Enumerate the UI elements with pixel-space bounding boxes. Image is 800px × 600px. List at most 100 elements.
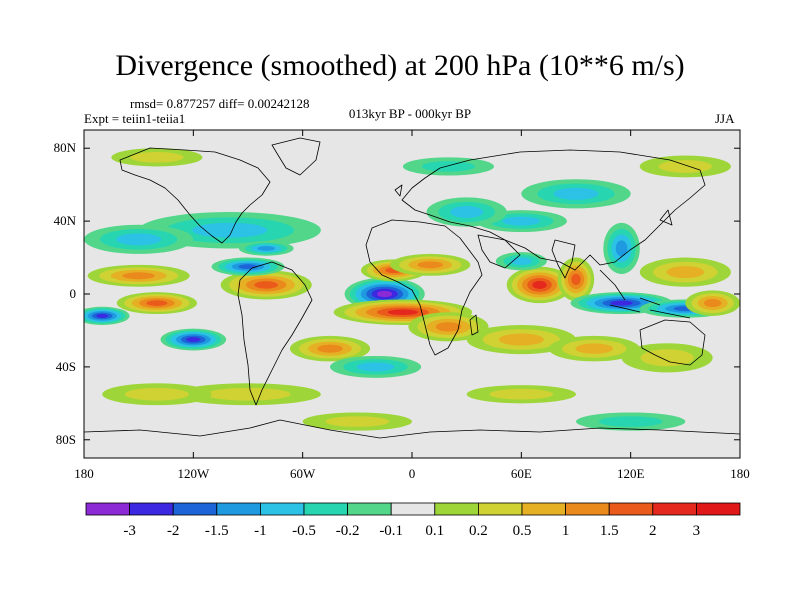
x-tick-label: 180	[74, 466, 94, 481]
divergence-feature	[603, 222, 640, 274]
coastline-south-america	[237, 261, 313, 406]
x-axis: 180 120W 60W 0 60E 120E 180	[74, 130, 750, 481]
divergence-feature	[548, 335, 640, 362]
divergence-contours	[84, 148, 740, 431]
contour-level	[96, 313, 109, 318]
contour-level	[122, 272, 155, 280]
coastline-arabia	[477, 234, 521, 269]
divergence-feature	[330, 355, 422, 378]
contour-level	[571, 273, 581, 286]
colorbar-swatch	[652, 502, 697, 516]
contour-level	[498, 333, 544, 346]
contour-level	[205, 387, 291, 401]
contour-level	[615, 240, 628, 257]
colorbar-swatch	[521, 502, 566, 516]
colorbar-swatch	[434, 502, 479, 516]
colorbar-swatch	[216, 502, 261, 516]
contour-level	[610, 300, 633, 306]
colorbar-swatch	[608, 502, 654, 516]
divergence-feature	[84, 306, 130, 325]
coastline-islands	[394, 184, 673, 336]
colorbar-label: -1	[254, 523, 267, 539]
colorbar-swatch	[696, 502, 741, 516]
divergence-feature	[175, 383, 321, 406]
divergence-feature	[495, 252, 547, 271]
colorbar-label: -3	[123, 523, 136, 539]
coastline-maritime	[599, 269, 691, 319]
divergence-feature	[220, 270, 312, 300]
colorbar-swatch	[303, 502, 348, 516]
contour-level	[575, 343, 613, 354]
experiment-label: Expt = teiin1-teiia1	[84, 111, 186, 126]
y-tick-label: 0	[70, 286, 77, 301]
y-tick-label: 40S	[56, 359, 76, 374]
divergence-feature	[475, 210, 567, 233]
colorbar-swatch	[85, 502, 130, 516]
period-label: 013kyr BP - 000kyr BP	[348, 106, 472, 121]
colorbar-label: -1.5	[205, 523, 229, 539]
divergence-feature	[160, 328, 227, 351]
contour-level	[510, 257, 532, 265]
contour-level	[125, 387, 189, 401]
contour-level	[666, 266, 705, 279]
contour-level	[703, 299, 722, 308]
contour-level	[317, 344, 343, 353]
x-tick-label: 60W	[290, 466, 316, 481]
colorbar-swatch	[129, 502, 174, 516]
divergence-feature	[685, 290, 740, 316]
colorbar: -3 -2 -1.5 -1 -0.5 -0.2 -0.1 0.1 0.2 0.5 1 1.5 2 3	[85, 502, 741, 539]
coastlines	[84, 137, 740, 439]
contour-level	[238, 264, 258, 270]
colorbar-label: 2	[649, 523, 657, 539]
colorbar-label: 3	[693, 523, 701, 539]
colorbar-label: -0.5	[292, 523, 316, 539]
season-label: JJA	[715, 111, 735, 126]
divergence-feature	[333, 299, 473, 325]
contour-level	[377, 290, 393, 298]
colorbar-label: 0.5	[513, 523, 532, 539]
contour-level	[130, 152, 184, 163]
divergence-feature	[116, 292, 197, 315]
coastline-india	[551, 239, 576, 279]
divergence-feature	[521, 179, 631, 209]
contour-level	[356, 362, 395, 372]
divergence-feature	[639, 155, 731, 178]
contour-level	[116, 233, 162, 246]
divergence-feature	[211, 257, 285, 276]
divergence-feature	[84, 224, 194, 254]
colorbar-label: 1.5	[600, 523, 619, 539]
x-tick-label: 60E	[511, 466, 532, 481]
colorbar-label: 1	[562, 523, 570, 539]
contour-level	[553, 187, 599, 200]
colorbar-swatch	[172, 502, 218, 516]
colorbar-label: 0.1	[425, 523, 444, 539]
x-tick-label: 120E	[617, 466, 645, 481]
figure-title: Divergence (smoothed) at 200 hPa (10**6 …	[115, 49, 685, 82]
y-axis: 80N 40N 0 40S 80S	[54, 140, 740, 447]
divergence-feature	[390, 253, 471, 276]
colorbar-swatch	[565, 502, 610, 516]
coastline-eurasia	[401, 149, 706, 271]
divergence-feature	[111, 148, 203, 167]
x-tick-label: 0	[409, 466, 416, 481]
contour-level	[532, 280, 547, 289]
contour-level	[417, 261, 443, 269]
colorbar-label: -0.2	[336, 523, 360, 539]
divergence-feature	[466, 324, 576, 355]
coastline-africa	[365, 219, 483, 356]
colorbar-label: 0.2	[469, 523, 488, 539]
contour-level	[387, 309, 419, 316]
colorbar-swatch	[347, 502, 392, 516]
colorbar-swatch	[477, 502, 523, 516]
coastline-north-america	[119, 147, 271, 244]
x-tick-label: 120W	[177, 466, 210, 481]
colorbar-swatch	[259, 502, 305, 516]
stats-text: rmsd= 0.877257 diff= 0.00242128	[130, 96, 310, 111]
contour-level	[658, 160, 712, 173]
divergence-feature	[402, 157, 495, 176]
divergence-feature	[639, 257, 731, 287]
divergence-feature	[506, 266, 573, 304]
divergence-feature	[87, 264, 190, 287]
contour-level	[254, 281, 279, 289]
